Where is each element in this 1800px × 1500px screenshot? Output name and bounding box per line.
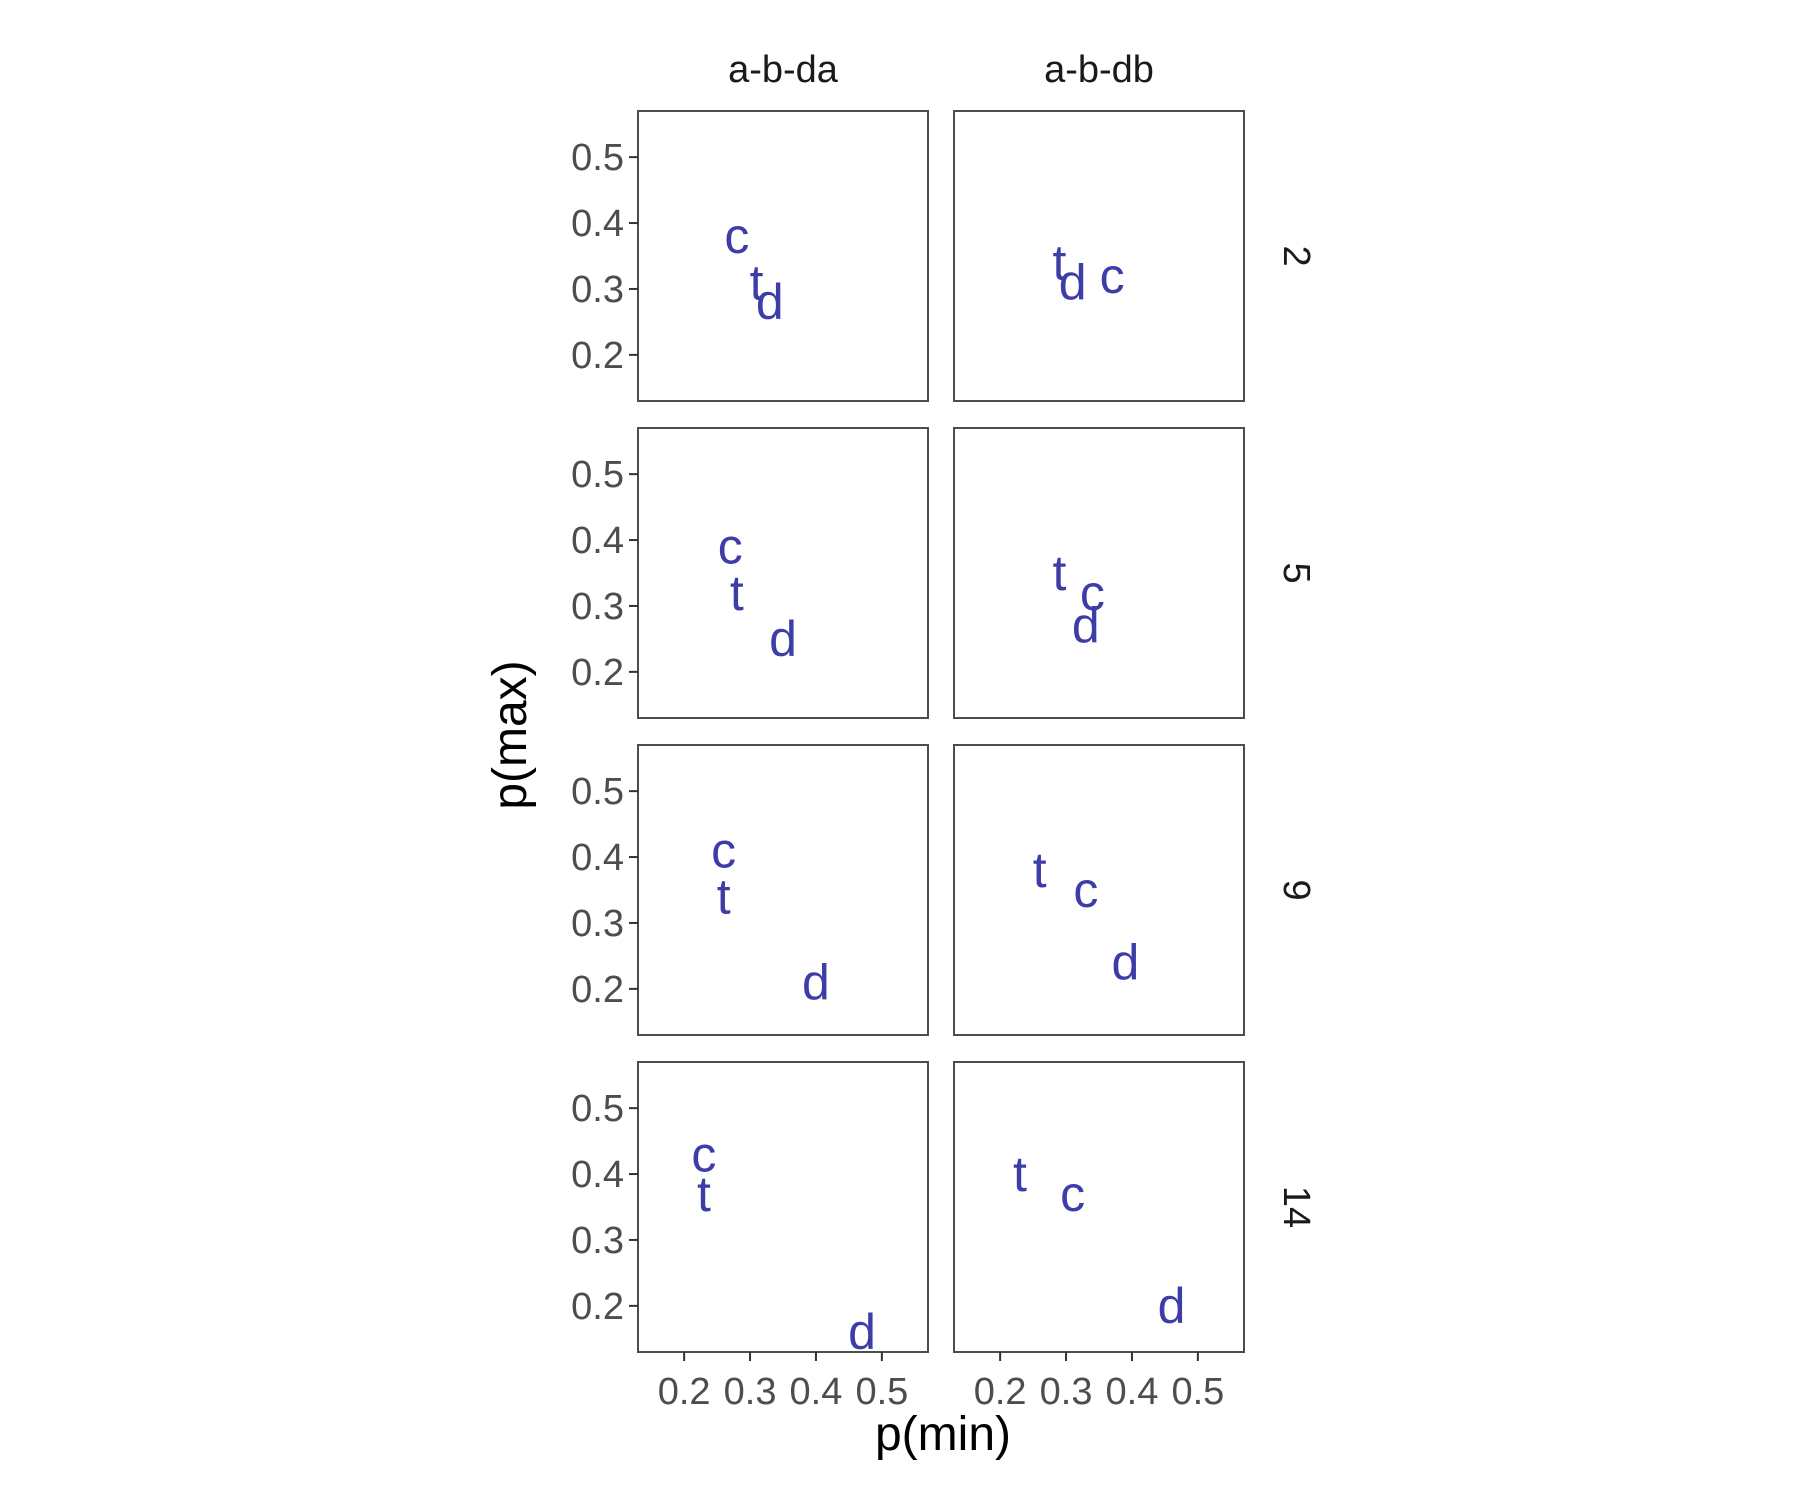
y-tick-label: 0.4	[571, 520, 624, 562]
point-label-t: t	[750, 254, 764, 310]
point-label-d: d	[1158, 1278, 1186, 1334]
facet-panel: t cd	[953, 744, 1245, 1036]
point-label-d: d	[1059, 254, 1087, 310]
panel-border	[637, 427, 929, 719]
x-tick-label: 0.2	[658, 1371, 711, 1413]
row-strip-label: 5	[1275, 562, 1317, 583]
facet-panel: 0.2 0.3 0.4 0.5 t c d	[953, 1061, 1245, 1413]
y-tick-label: 0.4	[571, 1154, 624, 1196]
point-label-d: d	[1111, 935, 1139, 991]
facet-panel: t cd	[953, 427, 1245, 719]
y-tick-label: 0.5	[571, 454, 624, 496]
column-strip-label: a-b-da	[728, 49, 839, 91]
point-label-c: c	[1080, 565, 1105, 621]
point-label-c: c	[718, 519, 743, 575]
point-label-c: c	[1100, 248, 1125, 304]
y-tick-label: 0.3	[571, 903, 624, 945]
point-label-t: t	[730, 565, 744, 621]
point-label-t: t	[717, 869, 731, 925]
y-tick-label: 0.2	[571, 969, 624, 1011]
point-label-t: t	[697, 1166, 711, 1222]
point-label-t: t	[1033, 842, 1047, 898]
y-tick-label: 0.5	[571, 1088, 624, 1130]
point-label-d: d	[848, 1304, 876, 1360]
point-label-c: c	[691, 1126, 716, 1182]
x-tick-label: 0.3	[1040, 1371, 1093, 1413]
y-tick-label: 0.2	[571, 1286, 624, 1328]
facet-panel: td c	[953, 110, 1245, 402]
x-tick-label: 0.5	[1171, 1371, 1224, 1413]
point-label-t: t	[1053, 235, 1067, 291]
y-tick-label: 0.5	[571, 137, 624, 179]
point-label-t: t	[1013, 1146, 1027, 1202]
row-strip-label: 14	[1275, 1186, 1317, 1228]
x-axis-title: p(min)	[875, 1408, 1011, 1461]
y-tick-label: 0.3	[571, 586, 624, 628]
x-tick-label: 0.4	[790, 1371, 843, 1413]
panel-border	[953, 427, 1245, 719]
y-tick-label: 0.4	[571, 203, 624, 245]
column-strip-label: a-b-db	[1044, 49, 1154, 91]
point-label-t: t	[1053, 545, 1067, 601]
facet-panel: 0.2 0.3 0.4 0.5 0.2 0.3 0.4 0.5 ct d	[571, 1061, 929, 1413]
y-tick-label: 0.3	[571, 269, 624, 311]
point-label-c: c	[1073, 862, 1098, 918]
panel-border	[637, 1061, 929, 1353]
y-tick-label: 0.2	[571, 335, 624, 377]
x-tick-label: 0.2	[974, 1371, 1027, 1413]
point-label-d: d	[802, 954, 830, 1010]
panel-border	[637, 110, 929, 402]
strip-labels: a-b-da a-b-db 2 5 9 14	[728, 49, 1317, 1228]
y-tick-label: 0.2	[571, 652, 624, 694]
y-axis-title: p(max)	[484, 660, 537, 809]
point-label-c: c	[724, 208, 749, 264]
panel-border	[953, 110, 1245, 402]
panel-border	[953, 744, 1245, 1036]
point-label-c: c	[1060, 1166, 1085, 1222]
facet-panel: 0.2 0.3 0.4 0.5 ctd	[571, 427, 929, 719]
panel-border	[637, 744, 929, 1036]
facet-panel: 0.2 0.3 0.4 0.5 ct d	[571, 744, 929, 1036]
facet-panel: 0.2 0.3 0.4 0.5 ctd	[571, 110, 929, 402]
x-tick-label: 0.3	[724, 1371, 777, 1413]
panel-border	[953, 1061, 1245, 1353]
point-label-d: d	[769, 611, 797, 667]
point-label-d: d	[756, 274, 784, 330]
row-strip-label: 9	[1275, 879, 1317, 900]
y-tick-label: 0.4	[571, 837, 624, 879]
x-tick-label: 0.4	[1106, 1371, 1159, 1413]
point-label-c: c	[711, 822, 736, 878]
x-tick-label: 0.5	[855, 1371, 908, 1413]
y-tick-label: 0.3	[571, 1220, 624, 1262]
row-strip-label: 2	[1275, 245, 1317, 266]
y-tick-label: 0.5	[571, 771, 624, 813]
point-label-d: d	[1072, 598, 1100, 654]
